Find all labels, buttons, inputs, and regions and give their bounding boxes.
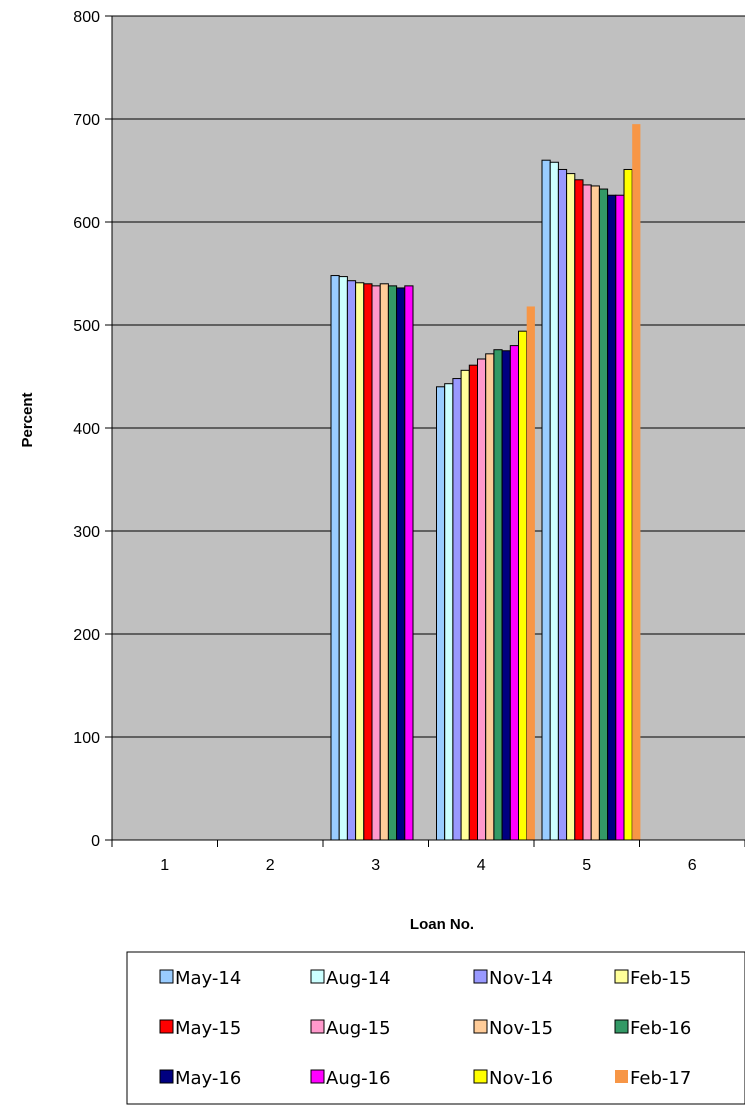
legend-swatch bbox=[473, 1069, 488, 1084]
bar-nov-15-loan-3 bbox=[379, 283, 389, 841]
bar-nov-15-loan-5 bbox=[590, 185, 600, 841]
bar-aug-14-loan-5 bbox=[549, 161, 559, 841]
x-tick-label: 6 bbox=[688, 857, 697, 874]
bar-may-16-loan-3 bbox=[396, 287, 406, 841]
bar-feb-17-loan-4 bbox=[526, 306, 535, 841]
bar-feb-16-loan-5 bbox=[598, 188, 609, 841]
y-axis-title: Percent bbox=[19, 392, 36, 447]
bar-nov-16-loan-5 bbox=[623, 168, 633, 841]
bar-may-14-loan-5 bbox=[541, 159, 551, 841]
legend-label: Nov-14 bbox=[489, 968, 553, 989]
y-tick-label: 800 bbox=[73, 9, 100, 26]
legend-swatch bbox=[473, 1019, 488, 1034]
x-tick-label: 4 bbox=[477, 857, 486, 874]
legend-swatch bbox=[473, 969, 488, 984]
y-tick-label: 700 bbox=[73, 112, 100, 129]
legend-label: Nov-16 bbox=[489, 1068, 553, 1089]
x-tick-label: 2 bbox=[266, 857, 275, 874]
legend-label: May-14 bbox=[175, 968, 241, 989]
legend-box bbox=[126, 951, 745, 1105]
bar-feb-15-loan-3 bbox=[355, 282, 365, 841]
legend-label: May-15 bbox=[175, 1018, 241, 1039]
legend-swatch bbox=[614, 969, 629, 984]
x-tick-label: 3 bbox=[371, 857, 380, 874]
bar-aug-15-loan-5 bbox=[582, 184, 592, 841]
bar-aug-15-loan-4 bbox=[477, 358, 487, 841]
bar-nov-16-loan-4 bbox=[518, 330, 528, 841]
bar-aug-16-loan-5 bbox=[615, 194, 625, 841]
legend-label: Feb-16 bbox=[630, 1018, 691, 1039]
bar-may-16-loan-5 bbox=[607, 194, 617, 841]
legend-swatch bbox=[310, 1069, 325, 1084]
y-tick-label: 600 bbox=[73, 215, 100, 232]
x-axis-title: Loan No. bbox=[410, 916, 474, 933]
bar-aug-14-loan-3 bbox=[338, 276, 348, 841]
legend-swatch bbox=[159, 969, 174, 984]
x-tick-label: 1 bbox=[160, 857, 169, 874]
bar-feb-15-loan-4 bbox=[460, 369, 470, 841]
bar-may-15-loan-3 bbox=[363, 283, 373, 841]
bar-nov-14-loan-4 bbox=[452, 378, 462, 841]
x-tick-label: 5 bbox=[582, 857, 591, 874]
bar-aug-15-loan-3 bbox=[371, 285, 381, 841]
bar-feb-16-loan-3 bbox=[387, 285, 398, 841]
legend-label: Aug-15 bbox=[326, 1018, 391, 1039]
legend-label: Feb-15 bbox=[630, 968, 691, 989]
y-tick-label: 500 bbox=[73, 318, 100, 335]
y-tick-label: 0 bbox=[91, 833, 100, 850]
legend: May-14 Aug-14 Nov-14 Feb-15 May-15 Aug-15 Nov-… bbox=[126, 951, 745, 1105]
bar-may-15-loan-4 bbox=[468, 364, 478, 841]
legend-label: Feb-17 bbox=[630, 1068, 691, 1089]
legend-label: Aug-16 bbox=[326, 1068, 391, 1089]
bar-aug-16-loan-3 bbox=[404, 285, 414, 841]
legend-swatch bbox=[615, 1070, 628, 1083]
bar-may-14-loan-4 bbox=[436, 386, 446, 841]
bar-aug-14-loan-4 bbox=[444, 383, 454, 841]
legend-swatch bbox=[310, 1019, 325, 1034]
legend-swatch bbox=[310, 969, 325, 984]
legend-swatch bbox=[159, 1019, 174, 1034]
bar-nov-14-loan-5 bbox=[557, 168, 568, 841]
bar-nov-15-loan-4 bbox=[485, 353, 495, 841]
y-tick-label: 200 bbox=[73, 627, 100, 644]
bar-may-14-loan-3 bbox=[330, 275, 340, 841]
bar-may-15-loan-5 bbox=[574, 179, 584, 841]
y-tick-label: 400 bbox=[73, 421, 100, 438]
bar-feb-15-loan-5 bbox=[566, 173, 576, 841]
legend-label: Aug-14 bbox=[326, 968, 391, 989]
bar-feb-16-loan-4 bbox=[493, 349, 503, 841]
legend-swatch bbox=[159, 1069, 174, 1084]
y-tick-label: 100 bbox=[73, 730, 100, 747]
bar-aug-16-loan-4 bbox=[509, 345, 519, 841]
tick-labels: 0 100 200 300 400 500 600 700 800 1 2 3 4 5 6 bbox=[73, 9, 745, 874]
y-tick-label: 300 bbox=[73, 524, 100, 541]
legend-label: Nov-15 bbox=[489, 1018, 553, 1039]
bar-nov-14-loan-3 bbox=[346, 280, 357, 841]
bar-may-16-loan-4 bbox=[501, 350, 511, 841]
legend-label: May-16 bbox=[175, 1068, 241, 1089]
legend-swatch bbox=[614, 1019, 629, 1034]
bar-feb-17-loan-5 bbox=[632, 124, 641, 840]
